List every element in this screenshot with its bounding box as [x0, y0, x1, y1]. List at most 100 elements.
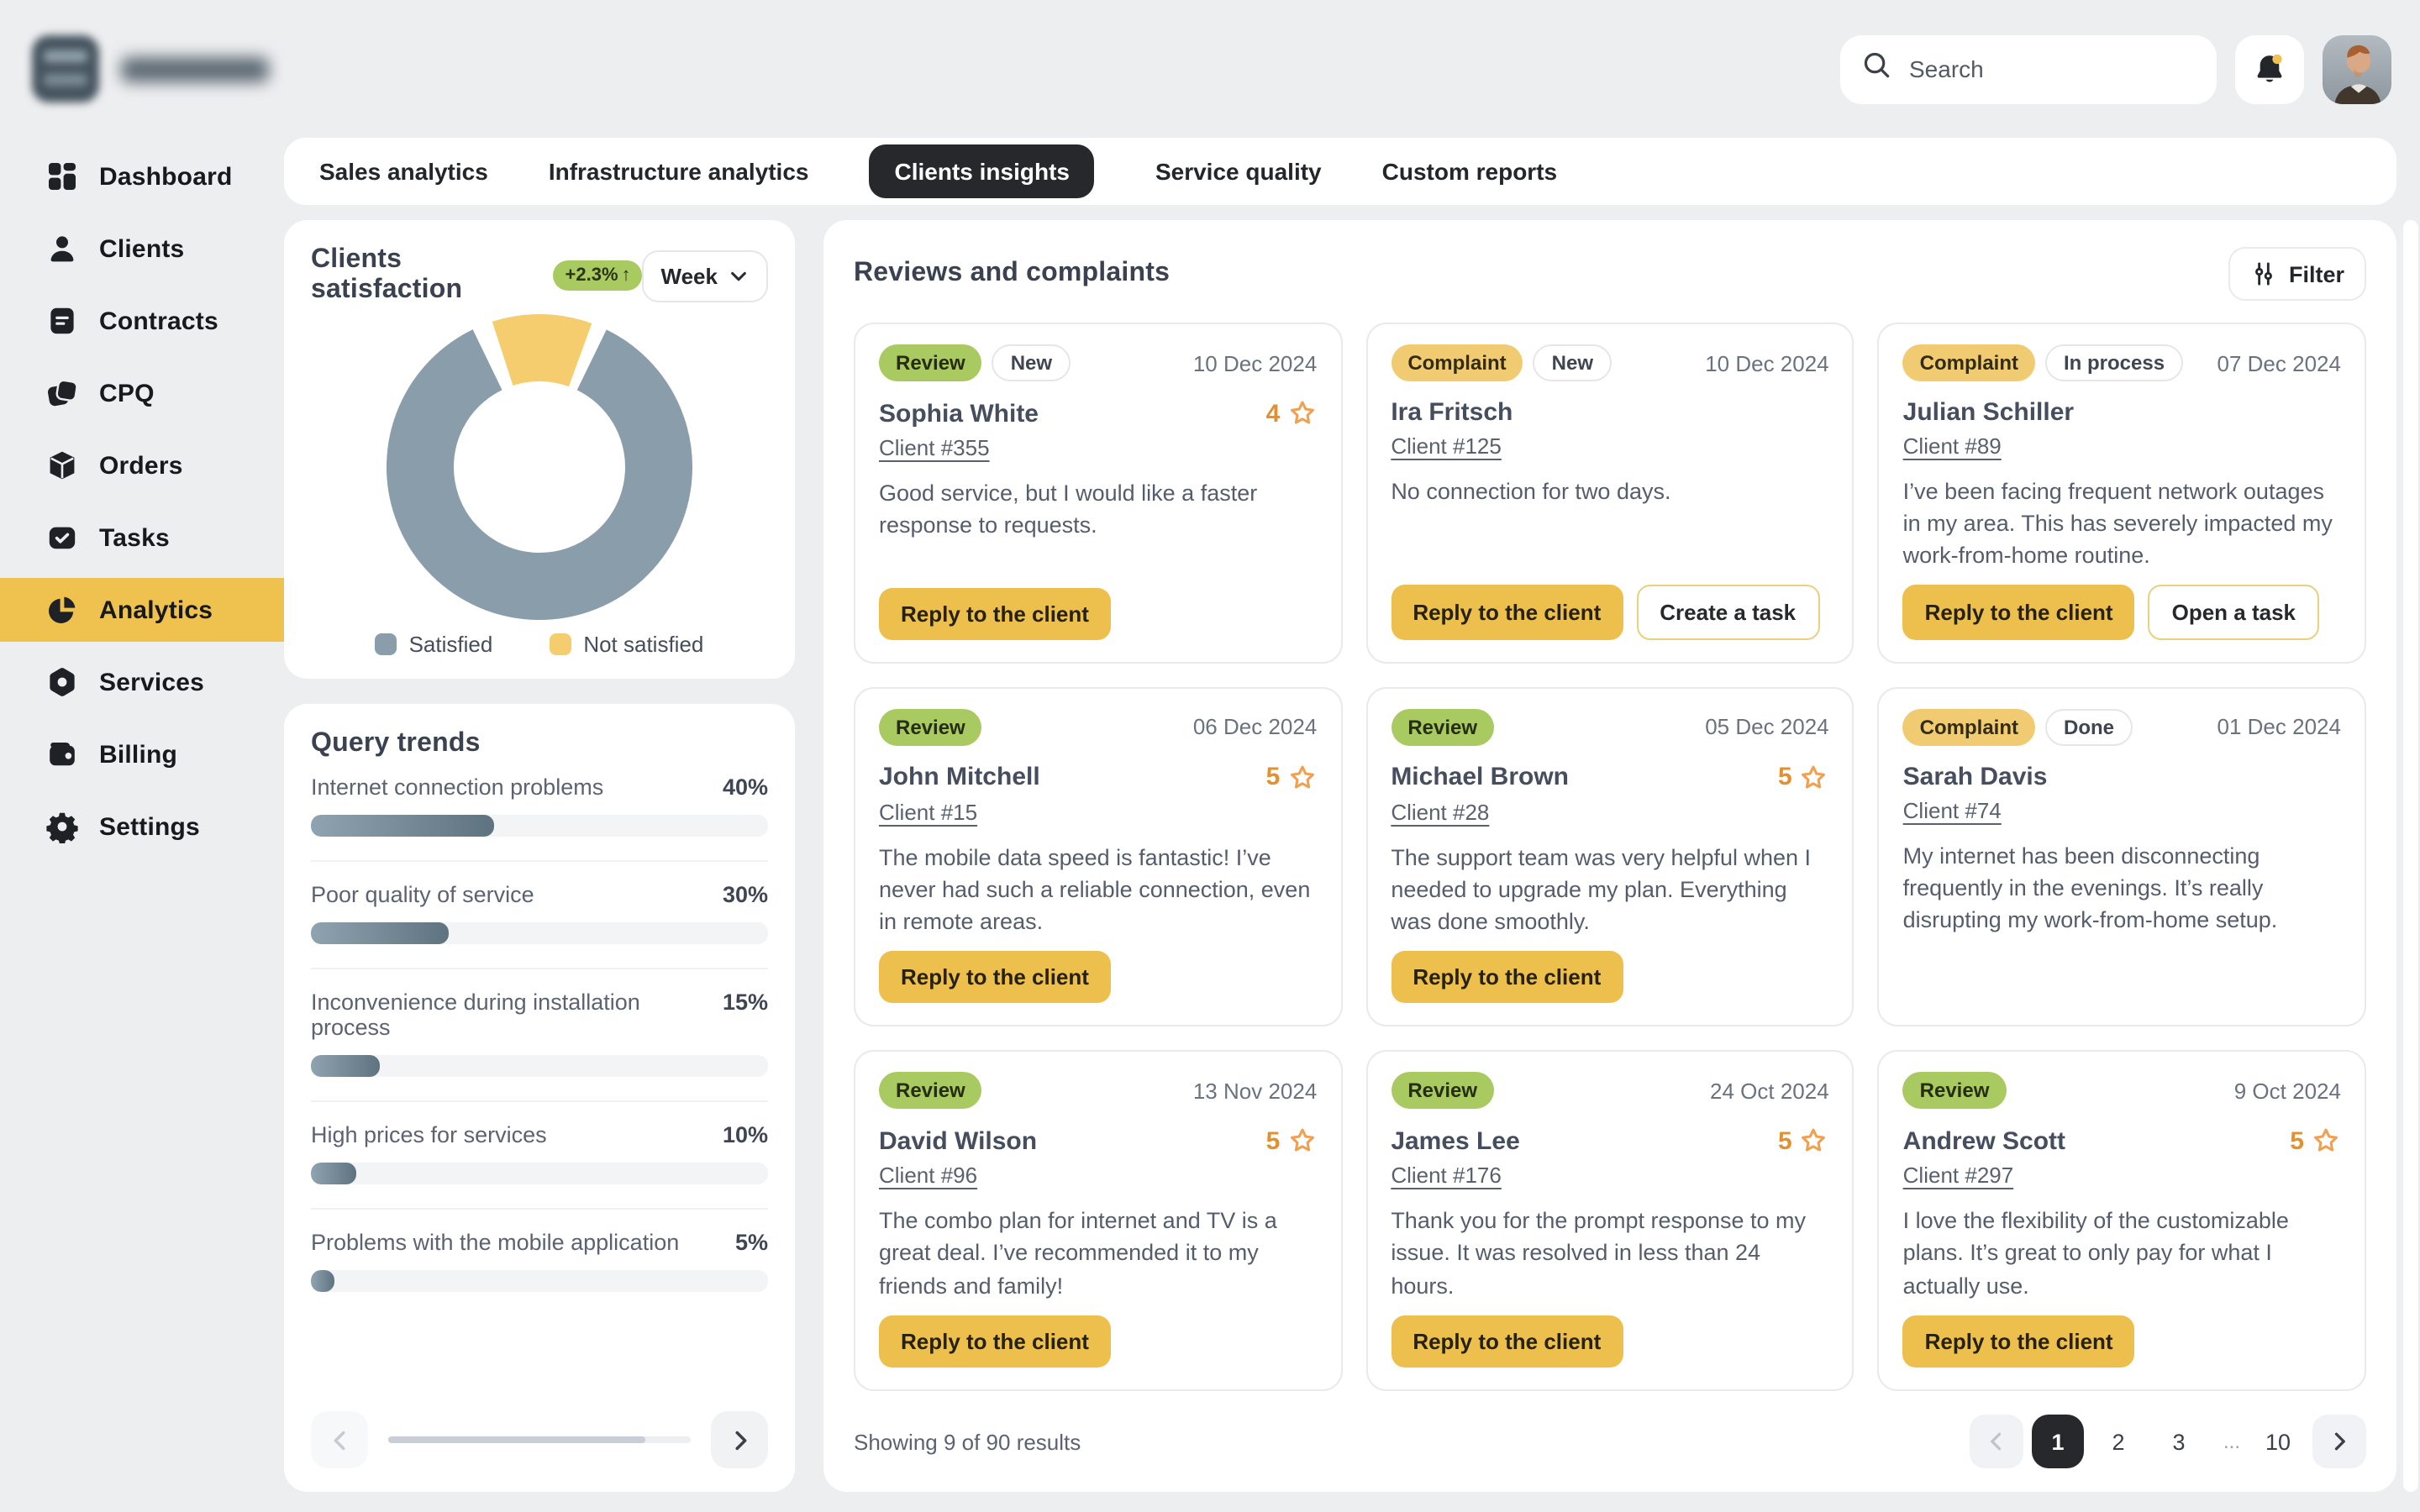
trends-scrollbar[interactable] — [388, 1436, 691, 1443]
rating: 5 — [1266, 1126, 1318, 1157]
trend-label: Internet connection problems — [311, 774, 604, 800]
sidebar-item-tasks[interactable]: Tasks — [0, 506, 302, 570]
sidebar-item-label: CPQ — [99, 379, 155, 407]
client-id-link[interactable]: Client #15 — [879, 799, 978, 825]
services-icon — [45, 665, 79, 699]
sidebar-item-billing[interactable]: Billing — [0, 722, 302, 786]
reply-to-client-button[interactable]: Reply to the client — [1902, 1315, 2135, 1368]
pagination-prev-button[interactable] — [1970, 1415, 2023, 1468]
card-badges-row: Review 24 Oct 2024 — [1391, 1072, 1829, 1110]
star-icon — [1286, 398, 1317, 428]
page-scrollbar[interactable] — [2403, 220, 2418, 1492]
page-2[interactable]: 2 — [2092, 1415, 2144, 1468]
sidebar-item-services[interactable]: Services — [0, 650, 302, 714]
open-a-task-button[interactable]: Open a task — [2148, 584, 2319, 640]
settings-icon — [45, 810, 79, 843]
trend-value: 5% — [734, 1230, 768, 1255]
card-actions: Reply to the client — [879, 951, 1317, 1004]
trend-row-internet-connection-problems: Internet connection problems 40% — [311, 759, 768, 860]
create-a-task-button[interactable]: Create a task — [1636, 584, 1820, 640]
tabs-bar: Sales analytics Infrastructure analytics C… — [284, 138, 2396, 205]
page-10[interactable]: 10 — [2252, 1415, 2304, 1468]
card-actions: Reply to the client — [879, 1315, 1317, 1368]
review-card-andrew-scott: Review 9 Oct 2024 Andrew Scott 5 Client #297… — [1877, 1050, 2366, 1391]
review-cards-grid: Review New 10 Dec 2024 Sophia White 4 Client … — [854, 323, 2366, 1391]
sidebar-item-clients[interactable]: Clients — [0, 217, 302, 281]
sidebar-item-cpq[interactable]: CPQ — [0, 361, 302, 425]
filter-button[interactable]: Filter — [2228, 247, 2366, 301]
tab-custom-reports[interactable]: Custom reports — [1381, 158, 1558, 185]
legend-item-not-satisfied: Not satisfied — [550, 632, 703, 657]
tab-service-quality[interactable]: Service quality — [1155, 158, 1322, 185]
reply-to-client-button[interactable]: Reply to the client — [879, 587, 1111, 640]
card-badges-row: Review New 10 Dec 2024 — [879, 344, 1317, 381]
card-actions: Reply to the client — [1391, 1315, 1828, 1368]
search-input[interactable] — [1906, 54, 2196, 84]
client-id-link[interactable]: Client #355 — [879, 435, 990, 460]
client-id-link[interactable]: Client #89 — [1902, 433, 2002, 459]
trends-next-button[interactable] — [711, 1411, 768, 1468]
clients-icon — [45, 232, 79, 265]
review-card-john-mitchell: Review 06 Dec 2024 John Mitchell 5 Client #1… — [854, 686, 1343, 1027]
rating-value: 5 — [1265, 763, 1281, 792]
page-1[interactable]: 1 — [2032, 1415, 2084, 1468]
reply-to-client-button[interactable]: Reply to the client — [1391, 584, 1623, 640]
review-text: No connection for two days. — [1391, 479, 1671, 504]
client-id-link[interactable]: Client #297 — [1902, 1163, 2014, 1189]
card-name-row: Sophia White 4 — [879, 398, 1317, 428]
sidebar-item-settings[interactable]: Settings — [0, 795, 302, 858]
trend-bar-fill — [311, 1055, 380, 1077]
notifications-button[interactable] — [2235, 34, 2304, 103]
trend-bar-track — [311, 1055, 768, 1077]
card-name-row: Sarah Davis — [1903, 762, 2341, 790]
legend-label: Not satisfied — [583, 632, 704, 657]
review-text: The combo plan for internet and TV is a … — [879, 1208, 1277, 1299]
type-badge: Complaint — [1902, 708, 2035, 746]
trends-scrollbar-thumb[interactable] — [388, 1436, 645, 1443]
trend-bar-track — [311, 922, 768, 944]
sidebar-item-label: Analytics — [99, 596, 213, 624]
card-date: 01 Dec 2024 — [2217, 714, 2341, 740]
rating: 5 — [1266, 762, 1318, 792]
page-3[interactable]: 3 — [2153, 1415, 2205, 1468]
trends-prev-button[interactable] — [311, 1411, 368, 1468]
type-badge: Complaint — [1391, 344, 1523, 381]
donut-legend: Satisfied Not satisfied — [311, 632, 768, 657]
card-name-row: Andrew Scott 5 — [1903, 1126, 2341, 1157]
tab-infrastructure-analytics[interactable]: Infrastructure analytics — [548, 158, 809, 185]
client-id-link[interactable]: Client #28 — [1391, 799, 1490, 825]
rating-value: 5 — [1265, 1126, 1281, 1156]
reply-to-client-button[interactable]: Reply to the client — [1391, 951, 1623, 1004]
card-badges-row: Review 13 Nov 2024 — [879, 1072, 1317, 1110]
period-dropdown[interactable]: Week — [642, 249, 768, 302]
review-text: I’ve been facing frequent network outage… — [1902, 479, 2333, 569]
client-id-link[interactable]: Client #125 — [1391, 433, 1502, 459]
tab-clients-insights[interactable]: Clients insights — [869, 144, 1095, 198]
sidebar-item-label: Orders — [99, 451, 183, 480]
reply-to-client-button[interactable]: Reply to the client — [879, 1315, 1111, 1368]
client-id-link[interactable]: Client #96 — [879, 1163, 978, 1189]
trend-label: Problems with the mobile application — [311, 1230, 680, 1255]
pagination-next-button[interactable] — [2312, 1415, 2366, 1468]
card-actions: Reply to the client Open a task — [1902, 584, 2341, 640]
search-bar[interactable] — [1840, 34, 2217, 103]
review-card-ira-fritsch: Complaint New 10 Dec 2024 Ira Fritsch Client… — [1365, 323, 1854, 664]
client-id-link[interactable]: Client #74 — [1902, 797, 2002, 823]
reply-to-client-button[interactable]: Reply to the client — [879, 951, 1111, 1004]
donut-satisfied-segment — [387, 314, 692, 620]
review-text: Good service, but I would like a faster … — [879, 480, 1258, 538]
sidebar-item-contracts[interactable]: Contracts — [0, 289, 302, 353]
sidebar-item-analytics[interactable]: Analytics — [0, 578, 324, 642]
sidebar-item-orders[interactable]: Orders — [0, 433, 302, 497]
star-icon — [2311, 1126, 2341, 1157]
rating: 5 — [1778, 762, 1829, 792]
reply-to-client-button[interactable]: Reply to the client — [1902, 584, 2135, 640]
review-card-james-lee: Review 24 Oct 2024 James Lee 5 Client #176 Th… — [1365, 1050, 1854, 1391]
sidebar-item-dashboard[interactable]: Dashboard — [0, 144, 302, 208]
avatar[interactable] — [2323, 34, 2391, 103]
tab-sales-analytics[interactable]: Sales analytics — [319, 158, 488, 185]
client-id-link[interactable]: Client #176 — [1391, 1163, 1502, 1189]
reply-to-client-button[interactable]: Reply to the client — [1391, 1315, 1623, 1368]
trend-row-high-prices-for-services: High prices for services 10% — [311, 1100, 768, 1208]
